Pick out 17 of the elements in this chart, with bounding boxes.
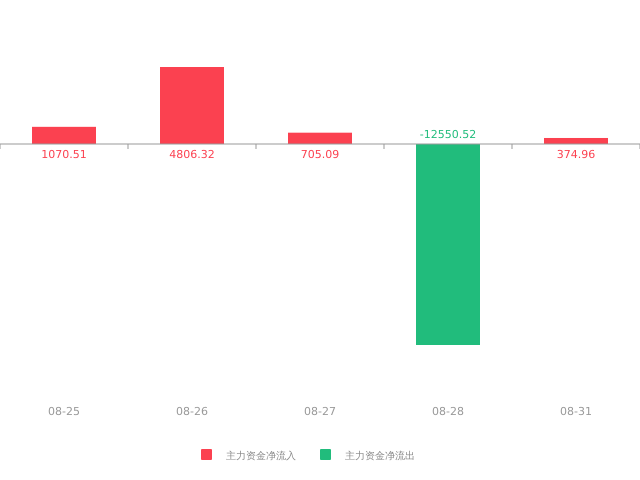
legend-label: 主力资金净流出 (345, 450, 415, 462)
bar (288, 132, 352, 144)
x-tick-label: 08-31 (560, 405, 592, 418)
legend-label: 主力资金净流入 (226, 450, 296, 462)
x-tick-label: 08-28 (432, 405, 464, 418)
data-label: 1070.51 (41, 148, 87, 161)
bar (416, 144, 480, 345)
data-label: -12550.52 (420, 128, 476, 141)
bar (32, 126, 96, 144)
x-tick-label: 08-26 (176, 405, 208, 418)
data-label: 705.09 (300, 148, 340, 161)
x-tick-label: 08-25 (48, 405, 80, 418)
bar (544, 138, 608, 144)
bar (160, 67, 224, 144)
data-label: 374.96 (556, 148, 596, 161)
data-label: 4806.32 (169, 148, 215, 161)
x-tick-label: 08-27 (304, 405, 336, 418)
